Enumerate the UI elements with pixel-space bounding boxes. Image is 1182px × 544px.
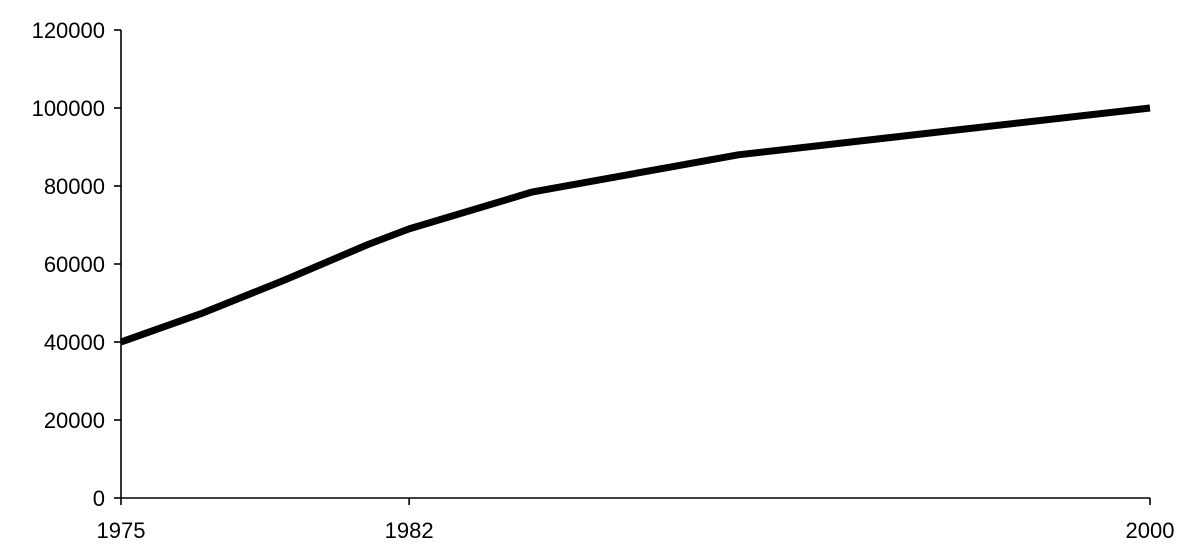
x-axis: 1975 1982 2000	[97, 497, 1175, 543]
series-layer	[119, 104, 1151, 346]
y-tick-label: 120000	[32, 18, 105, 43]
y-axis: 0 20000 40000 60000 80000 100000 120000	[32, 18, 122, 511]
x-tick-label: 2000	[1126, 518, 1175, 543]
y-tick-label: 0	[93, 486, 105, 511]
y-tick-label: 60000	[44, 252, 105, 277]
y-tick-label: 100000	[32, 96, 105, 121]
x-tick-label: 1975	[97, 518, 146, 543]
x-tick-label: 1982	[385, 518, 434, 543]
y-tick-label: 80000	[44, 174, 105, 199]
series-line-0	[119, 104, 1151, 346]
y-tick-label: 20000	[44, 408, 105, 433]
y-tick-label: 40000	[44, 330, 105, 355]
